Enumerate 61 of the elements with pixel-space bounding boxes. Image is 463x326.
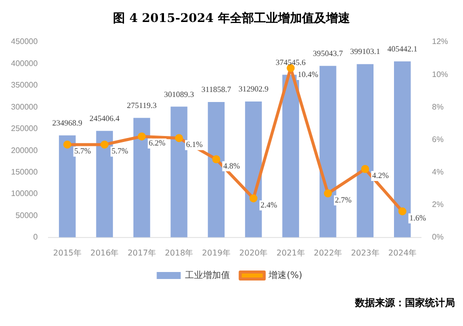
y-tick-label: 0: [33, 232, 38, 242]
x-tick-label: 2015年: [53, 248, 82, 258]
data-label: 395043.7: [312, 48, 343, 58]
data-label: 312902.9: [238, 84, 268, 94]
data-label: 6.2%: [148, 138, 166, 148]
data-label: 4.2%: [372, 171, 390, 180]
y-tick-label: 350000: [10, 80, 38, 90]
y2-tick-label: 10%: [432, 70, 448, 79]
bar: [356, 64, 374, 238]
data-label: 245406.4: [90, 114, 120, 123]
data-label: 301089.3: [164, 90, 194, 99]
y-tick-label: 150000: [10, 167, 38, 176]
y2-tick-label: 2%: [432, 200, 444, 210]
y-tick-label: 100000: [10, 189, 38, 198]
x-tick-label: 2017年: [128, 248, 156, 258]
y-tick-label: 200000: [10, 146, 38, 155]
data-label: 6.1%: [186, 140, 203, 150]
data-label: 10.4%: [298, 70, 319, 80]
y-tick-label: 250000: [10, 124, 38, 134]
bar: [170, 106, 188, 238]
y-tick-label: 400000: [10, 58, 38, 68]
x-tick-label: 2016年: [90, 248, 119, 258]
data-label: 4.8%: [223, 161, 240, 170]
data-label: 5.7%: [74, 146, 92, 156]
legend-label: 工业增加值: [185, 270, 230, 281]
legend-label: 增速(%): [268, 270, 302, 281]
x-tick-label: 2022年: [314, 248, 342, 258]
data-label: 1.6%: [409, 213, 426, 222]
bar: [133, 118, 150, 238]
data-label: 2.7%: [334, 196, 352, 205]
data-label: 311858.7: [201, 85, 232, 94]
data-label: 399103.1: [350, 47, 380, 56]
y-tick-label: 300000: [10, 102, 38, 112]
bar: [96, 130, 113, 238]
x-tick-label: 2021年: [276, 248, 305, 258]
bar: [208, 102, 225, 238]
data-label: 234968.9: [52, 118, 82, 128]
y2-tick-label: 6%: [432, 134, 444, 144]
bar: [320, 66, 336, 238]
bar: [58, 135, 76, 238]
y2-tick-label: 4%: [432, 167, 444, 176]
x-tick-label: 2024年: [388, 248, 417, 258]
y2-tick-label: 8%: [432, 102, 444, 112]
x-tick-label: 2019年: [202, 248, 230, 258]
bar: [282, 74, 300, 238]
x-tick-label: 2023年: [350, 248, 380, 258]
x-tick-label: 2018年: [164, 248, 194, 258]
y-tick-label: 50000: [15, 210, 38, 220]
y2-tick-label: 12%: [432, 37, 448, 46]
y2-tick-label: 0%: [432, 232, 444, 242]
data-label: 405442.1: [387, 44, 418, 54]
data-label: 5.7%: [112, 146, 129, 156]
chart-title: 图 4 2015-2024 年全部工业增加值及增速: [112, 10, 351, 27]
bar: [394, 61, 411, 238]
data-label: 374545.6: [276, 58, 306, 67]
bar: [245, 102, 262, 238]
source-note: 数据来源：国家统计局: [354, 296, 455, 310]
data-label: 275119.3: [126, 101, 157, 110]
data-label: 2.4%: [260, 200, 278, 210]
y-tick-label: 450000: [10, 37, 38, 46]
x-tick-label: 2020年: [239, 248, 268, 258]
